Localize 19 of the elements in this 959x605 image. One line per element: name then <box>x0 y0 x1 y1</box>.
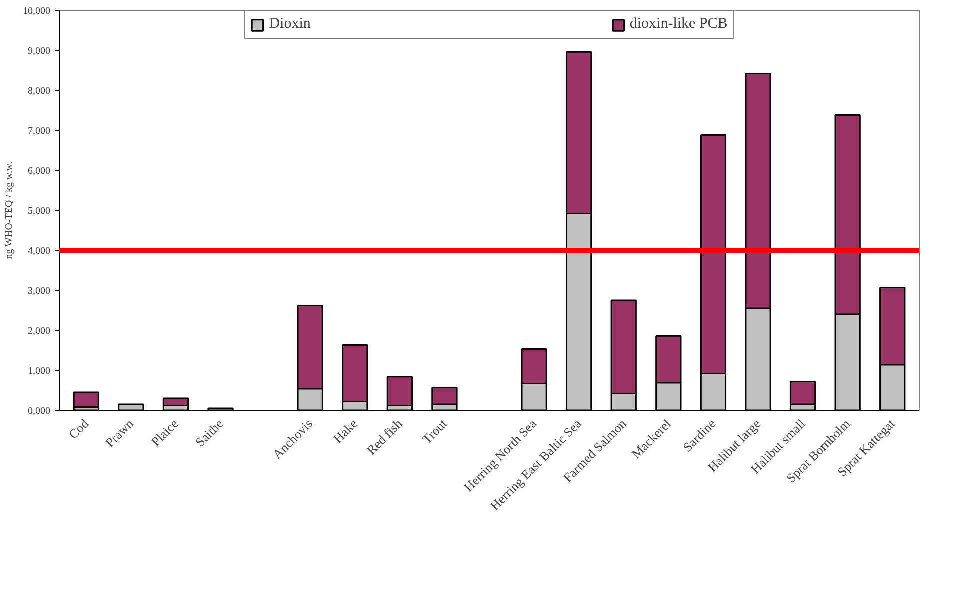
legend-label: dioxin-like PCB <box>630 16 728 33</box>
y-tick-label: 2,000 <box>28 326 50 337</box>
y-tick-label: 0,000 <box>28 406 50 417</box>
y-tick-label: 6,000 <box>28 166 50 177</box>
y-tick-label: 3,000 <box>28 286 50 297</box>
y-tick-label: 1,000 <box>28 366 50 377</box>
y-tick-label: 9,000 <box>28 46 50 57</box>
y-tick-label: 5,000 <box>28 206 50 217</box>
y-tick-label: 7,000 <box>28 126 50 137</box>
y-tick-label: 8,000 <box>28 86 50 97</box>
y-tick-label: 10,000 <box>23 6 50 17</box>
y-tick-label: 4,000 <box>28 246 50 257</box>
y-axis-title: ng WHO-TEQ / kg w.w. <box>4 162 15 260</box>
x-tick-label: Cod <box>66 416 92 442</box>
legend-label: Dioxin <box>269 16 311 33</box>
x-tick-label: Red fish <box>364 416 406 458</box>
bar <box>162 398 190 406</box>
bar <box>386 376 413 406</box>
bar <box>73 392 100 408</box>
